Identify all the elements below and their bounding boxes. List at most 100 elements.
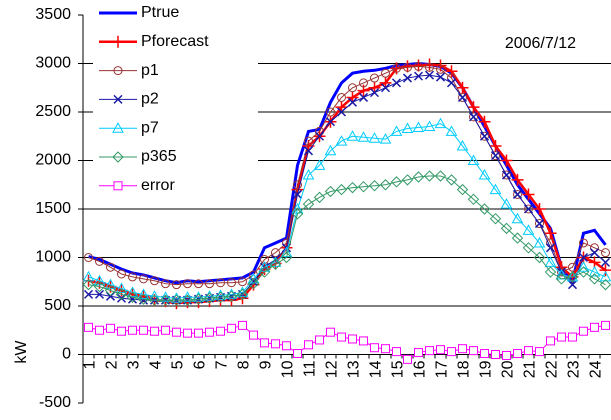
legend-label: p7 [141, 119, 159, 136]
data-point [228, 324, 236, 332]
data-point [85, 323, 93, 331]
y-tick-label: 1500 [35, 200, 71, 217]
data-point [514, 350, 522, 358]
data-point [503, 351, 511, 359]
data-point [536, 348, 544, 356]
legend-label: Ptrue [141, 4, 179, 21]
data-point [393, 348, 401, 356]
x-tick-label: 5 [170, 360, 187, 369]
data-point [217, 327, 225, 335]
data-point [591, 323, 599, 331]
data-point [558, 333, 566, 341]
x-tick-label: 10 [280, 360, 297, 378]
data-point [239, 321, 247, 329]
x-tick-label: 7 [214, 360, 231, 369]
y-tick-label: 1000 [35, 249, 71, 266]
data-point [602, 321, 610, 329]
data-point [316, 336, 324, 344]
data-point [536, 220, 544, 228]
annotation: 2006/7/12 [505, 35, 576, 52]
x-tick-label: 2 [104, 360, 121, 369]
x-tick-label: 6 [192, 360, 209, 369]
data-point [250, 331, 258, 339]
data-point [371, 344, 379, 352]
x-tick-label: 24 [588, 360, 605, 378]
data-point [327, 328, 335, 336]
legend-label: p1 [141, 62, 159, 79]
data-point [195, 329, 203, 337]
data-point [173, 328, 181, 336]
x-tick-label: 16 [412, 360, 429, 378]
data-point [580, 327, 588, 335]
data-point [261, 339, 269, 347]
data-point [470, 113, 478, 121]
data-point [547, 337, 555, 345]
y-tick-label: 500 [44, 297, 71, 314]
legend-label: error [141, 177, 175, 194]
data-point [206, 328, 214, 336]
data-point [349, 335, 357, 343]
x-tick-label: 23 [566, 360, 583, 378]
data-point [162, 326, 170, 334]
data-point [547, 244, 555, 252]
data-point [525, 347, 533, 355]
data-point [437, 346, 445, 354]
x-tick-label: 18 [456, 360, 473, 378]
data-point [448, 348, 456, 356]
data-point [514, 190, 522, 198]
data-point [294, 350, 302, 358]
data-point [503, 171, 511, 179]
data-point [96, 326, 104, 334]
x-tick-label: 3 [126, 360, 143, 369]
x-tick-label: 14 [368, 360, 385, 378]
x-tick-label: 11 [302, 360, 319, 377]
data-point [382, 345, 390, 353]
x-tick-label: 21 [522, 360, 539, 378]
data-point [481, 350, 489, 358]
x-tick-label: 4 [148, 360, 165, 369]
legend-label: p365 [141, 148, 177, 165]
data-point [305, 341, 313, 349]
legend-label: Pforecast [141, 33, 209, 50]
data-point [569, 333, 577, 341]
y-tick-label: 2500 [35, 103, 71, 120]
x-tick-label: 17 [434, 360, 451, 378]
y-tick-label: -500 [39, 394, 71, 411]
y-tick-label: 2000 [35, 152, 71, 169]
x-tick-label: 19 [478, 360, 495, 378]
x-tick-label: 22 [544, 360, 561, 378]
legend: Ptrue Pforecast p1 p2 p7 p365 error [93, 0, 258, 200]
data-point [404, 355, 412, 363]
data-point [118, 327, 126, 335]
data-point [272, 340, 280, 348]
data-point [140, 326, 148, 334]
x-tick-label: 1 [82, 360, 99, 369]
y-axis-label: kW [13, 340, 30, 364]
x-tick-label: 9 [258, 360, 275, 369]
data-point [415, 349, 423, 357]
data-point [129, 326, 137, 334]
data-point [283, 342, 291, 350]
x-tick-label: 12 [324, 360, 341, 378]
data-point [459, 345, 467, 353]
data-point [459, 93, 467, 101]
data-point [393, 79, 401, 87]
data-point [481, 132, 489, 140]
legend-marker [114, 182, 122, 190]
y-tick-label: 3000 [35, 55, 71, 72]
data-point [151, 327, 159, 335]
x-tick-label: 8 [236, 360, 253, 369]
data-point [426, 347, 434, 355]
legend-label: p2 [141, 91, 159, 108]
data-point [107, 324, 115, 332]
data-point [492, 351, 500, 359]
data-point [492, 152, 500, 160]
y-tick-label: 0 [62, 346, 71, 363]
data-point [338, 333, 346, 341]
data-point [591, 249, 599, 257]
x-tick-label: 13 [346, 360, 363, 378]
data-point [184, 329, 192, 337]
x-tick-label: 20 [500, 360, 517, 378]
